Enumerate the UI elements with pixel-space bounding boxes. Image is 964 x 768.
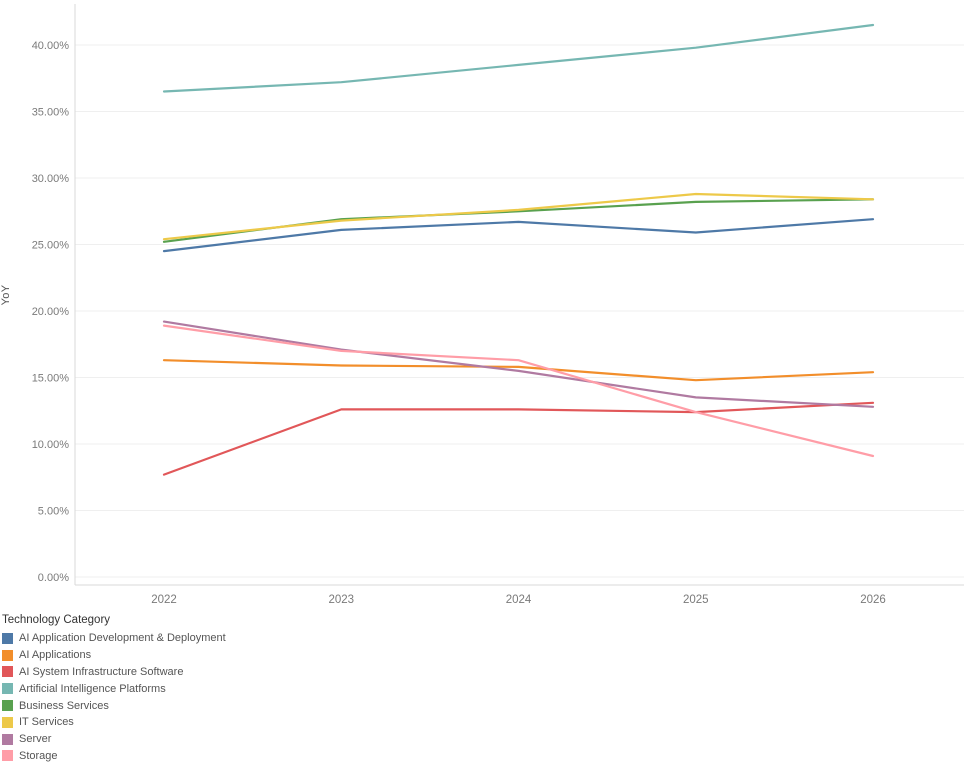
legend-title: Technology Category [2,614,111,626]
y-axis-title: YoY [0,284,12,306]
y-tick-label: 35.00% [32,107,70,119]
series-line-business-services[interactable] [162,198,875,243]
series-line-server[interactable] [162,320,875,408]
legend-swatch-icon [2,632,13,644]
legend-label: Artificial Intelligence Platforms [19,682,166,695]
legend-swatch-icon [2,649,13,661]
y-tick-label: 20.00% [32,306,70,318]
x-tick-label: 2023 [328,594,354,606]
series-line-ai-application-development-deployment[interactable] [162,218,875,253]
legend-label: AI System Infrastructure Software [19,665,184,678]
y-tick-label: 5.00% [38,506,69,518]
series-line-ai-system-infrastructure-software[interactable] [162,401,875,476]
legend-item[interactable]: AI Applications [2,647,402,664]
series-line-it-services[interactable] [162,192,875,241]
line-chart-canvas[interactable]: 0.00% 5.00% 10.00% 15.00% 20.00% 25.00% 30.00%… [0,0,964,608]
legend-item[interactable]: AI Application Development & Deployment [2,630,402,647]
legend-item[interactable]: Business Services [2,697,402,714]
legend-label: Server [19,733,52,746]
y-tick-label: 30.00% [32,173,70,185]
legend-swatch-icon [2,666,13,678]
legend-label: Storage [19,749,58,762]
legend-swatch-icon [2,733,13,745]
y-tick-label: 10.00% [32,439,70,451]
legend-swatch-icon [2,700,13,712]
y-tick-label: 40.00% [32,40,70,52]
series-line-storage[interactable] [162,324,875,458]
legend-item[interactable]: AI System Infrastructure Software [2,664,402,681]
plot-area: 0.00% 5.00% 10.00% 15.00% 20.00% 25.00% 30.00%… [0,0,964,608]
legend-item[interactable]: Server [2,731,402,748]
series-line-artificial-intelligence-platforms[interactable] [162,23,875,93]
legend-item[interactable]: IT Services [2,714,402,731]
x-tick-label: 2026 [860,594,886,606]
legend-label: IT Services [19,716,74,729]
legend-label: Business Services [19,699,109,712]
y-tick-label: 0.00% [38,572,69,584]
x-tick-label: 2022 [151,594,177,606]
legend: Technology Category AI Application Devel… [2,614,402,764]
legend-swatch-icon [2,716,13,728]
legend-swatch-icon [2,750,13,762]
x-tick-label: 2024 [506,594,532,606]
legend-item[interactable]: Artificial Intelligence Platforms [2,680,402,697]
legend-items: AI Application Development & Deployment A… [2,630,402,764]
y-tick-label: 15.00% [32,373,70,385]
legend-item[interactable]: Storage [2,748,402,765]
x-tick-label: 2025 [683,594,709,606]
legend-label: AI Applications [19,649,92,662]
legend-swatch-icon [2,683,13,695]
legend-label: AI Application Development & Deployment [19,632,226,645]
y-tick-label: 25.00% [32,240,70,252]
series-line-ai-applications[interactable] [162,359,875,382]
